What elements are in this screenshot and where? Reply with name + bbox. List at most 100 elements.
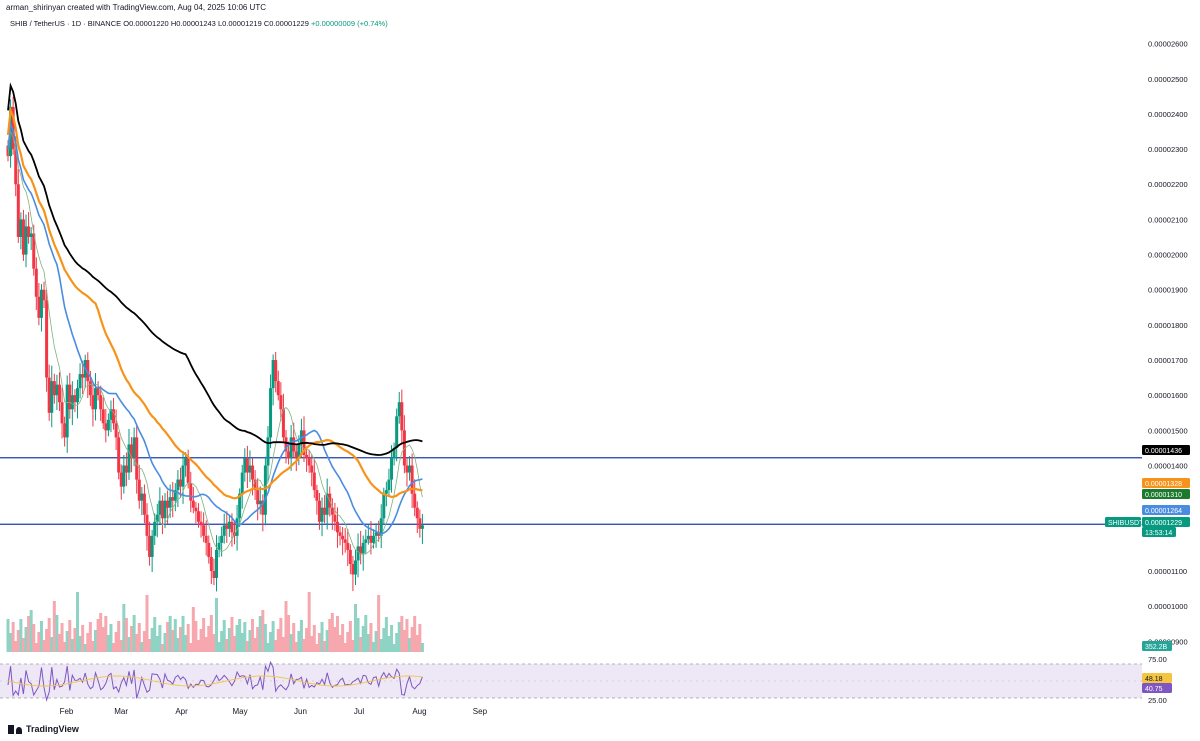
volume-bar bbox=[194, 621, 198, 652]
candle-body bbox=[39, 289, 43, 318]
candle-body bbox=[263, 465, 267, 515]
volume-bar bbox=[217, 642, 221, 652]
volume-bar bbox=[387, 636, 391, 652]
volume-bar bbox=[78, 636, 82, 652]
price-badge-text: SHIBUSDT bbox=[1108, 520, 1144, 527]
volume-bar bbox=[263, 624, 267, 652]
candle-body bbox=[155, 514, 159, 522]
candle-body bbox=[209, 556, 213, 571]
candle-body bbox=[57, 384, 61, 403]
candle-body bbox=[153, 521, 157, 536]
candle-body bbox=[341, 535, 345, 540]
volume-bar bbox=[142, 631, 146, 652]
candle-body bbox=[392, 447, 396, 459]
volume-bar bbox=[27, 616, 31, 652]
volume-bar bbox=[320, 622, 324, 652]
candle-body bbox=[194, 507, 198, 512]
volume-bar bbox=[101, 627, 105, 652]
volume-bar bbox=[214, 598, 218, 652]
volume-bar bbox=[68, 620, 72, 652]
volume-bar bbox=[127, 637, 131, 652]
volume-bar bbox=[302, 639, 306, 652]
volume-bar bbox=[315, 644, 319, 652]
candle-body bbox=[16, 184, 20, 237]
volume-bar bbox=[199, 629, 203, 652]
candle-body bbox=[364, 539, 368, 543]
chart-author-note: arman_shirinyan created with TradingView… bbox=[6, 3, 266, 12]
candle-body bbox=[163, 500, 167, 519]
candle-body bbox=[99, 395, 103, 410]
candle-body bbox=[420, 525, 424, 529]
volume-bar bbox=[6, 619, 10, 652]
price-badge bbox=[1105, 517, 1141, 527]
volume-bar bbox=[294, 642, 298, 652]
candle-body bbox=[212, 571, 216, 579]
candle-body bbox=[45, 300, 49, 378]
candle-body bbox=[37, 296, 41, 318]
rsi-ma-line bbox=[7, 675, 423, 687]
volume-bar bbox=[140, 642, 144, 652]
candle-body bbox=[238, 493, 242, 519]
volume-bar bbox=[39, 621, 43, 652]
volume-bar bbox=[86, 633, 90, 652]
volume-bar bbox=[176, 638, 180, 652]
candle-body bbox=[261, 500, 265, 515]
volume-bar bbox=[202, 618, 206, 652]
symbol-info-line: SHIB / TetherUS · 1D · BINANCE O0.000012… bbox=[10, 19, 388, 28]
volume-bar bbox=[132, 615, 136, 652]
symbol-label[interactable]: SHIB / TetherUS · 1D · BINANCE bbox=[10, 19, 122, 28]
candle-body bbox=[32, 233, 36, 269]
candle-body bbox=[114, 423, 118, 438]
candle-body bbox=[207, 542, 211, 557]
volume-bar bbox=[50, 637, 54, 652]
price-badge bbox=[1142, 527, 1176, 537]
candle-body bbox=[279, 395, 283, 410]
volume-bar bbox=[52, 601, 56, 652]
price-badge-text: 13:53:14 bbox=[1145, 530, 1172, 537]
candle-body bbox=[400, 402, 404, 431]
candle-body bbox=[29, 233, 33, 237]
volume-bar bbox=[173, 619, 177, 652]
candle-body bbox=[256, 490, 260, 505]
candle-body bbox=[94, 388, 98, 410]
candle-body bbox=[251, 465, 255, 480]
candle-body bbox=[88, 381, 92, 396]
volume-bar bbox=[364, 615, 368, 652]
volume-bar bbox=[325, 630, 329, 652]
volume-bar bbox=[55, 615, 59, 652]
candle-body bbox=[65, 384, 69, 438]
candle-body bbox=[135, 437, 139, 480]
volume-bar bbox=[317, 633, 321, 652]
candle-body bbox=[222, 525, 226, 536]
volume-bar bbox=[135, 634, 139, 652]
volume-bar bbox=[117, 621, 121, 652]
volume-bar bbox=[150, 628, 154, 652]
price-axis-label: 0.00002400 bbox=[1148, 110, 1188, 119]
candle-body bbox=[191, 500, 195, 508]
volume-bar bbox=[256, 627, 260, 652]
volume-bar bbox=[392, 644, 396, 652]
candle-body bbox=[274, 360, 278, 382]
price-badge bbox=[1142, 478, 1190, 488]
volume-bar bbox=[222, 620, 226, 652]
candle-body bbox=[390, 458, 394, 480]
tradingview-logo[interactable]: TradingView bbox=[8, 724, 79, 734]
candle-body bbox=[70, 395, 74, 410]
candle-body bbox=[346, 542, 350, 550]
volume-bar bbox=[323, 641, 327, 652]
candle-body bbox=[42, 289, 46, 301]
volume-bar bbox=[163, 633, 167, 652]
volume-bar bbox=[37, 632, 41, 652]
candle-body bbox=[307, 458, 311, 466]
candle-body bbox=[351, 563, 355, 575]
candle-body bbox=[333, 514, 337, 522]
volume-bar bbox=[400, 616, 404, 652]
candle-body bbox=[343, 539, 347, 543]
volume-bar bbox=[32, 624, 36, 652]
volume-bar bbox=[186, 624, 190, 652]
open-value: O0.00001220 bbox=[123, 19, 169, 28]
price-axis-label: 0.00001600 bbox=[1148, 391, 1188, 400]
candle-body bbox=[348, 549, 352, 564]
candle-body bbox=[253, 479, 257, 491]
